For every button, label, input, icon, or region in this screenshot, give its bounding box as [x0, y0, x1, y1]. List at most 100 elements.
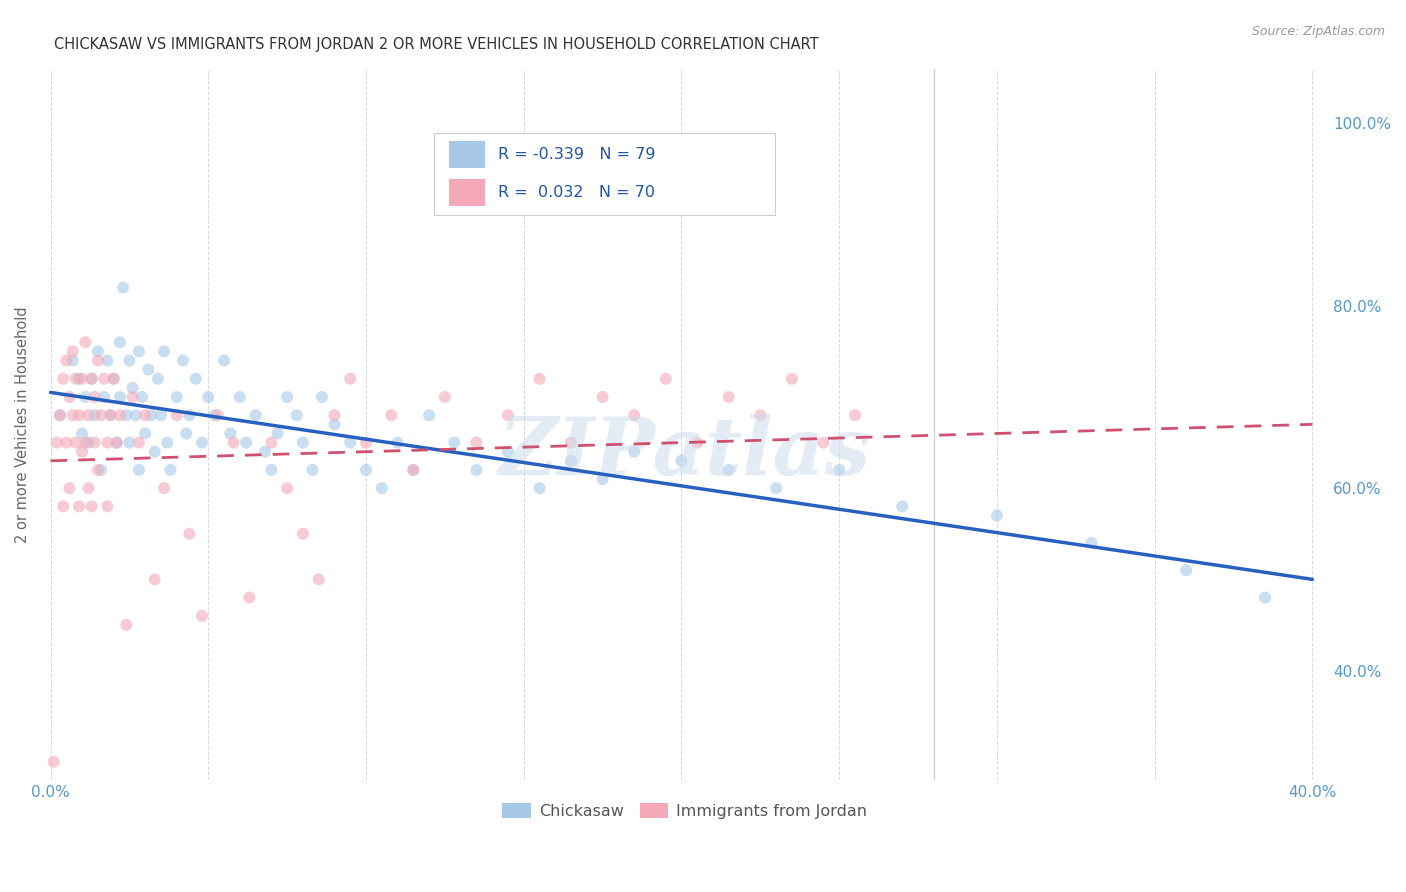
Text: ZIPatlas: ZIPatlas: [499, 414, 870, 491]
Point: [465, 463, 488, 477]
Point: [465, 435, 488, 450]
Point: [212, 353, 235, 368]
Point: [197, 390, 219, 404]
Point: [496, 444, 519, 458]
Point: [83, 435, 105, 450]
Point: [75, 435, 97, 450]
Point: [49, 409, 72, 423]
Point: [93, 372, 115, 386]
Point: [80, 500, 103, 514]
Point: [156, 435, 179, 450]
Point: [301, 463, 323, 477]
Point: [42, 755, 65, 769]
Point: [291, 526, 314, 541]
Point: [285, 409, 308, 423]
Point: [62, 353, 84, 368]
Point: [58, 481, 80, 495]
Point: [146, 372, 169, 386]
Point: [717, 463, 740, 477]
Point: [87, 344, 110, 359]
Point: [828, 463, 851, 477]
Point: [100, 409, 122, 423]
Point: [121, 381, 143, 395]
Point: [207, 409, 229, 423]
Point: [52, 500, 75, 514]
Point: [153, 481, 176, 495]
Point: [45, 435, 67, 450]
Point: [77, 409, 100, 423]
Point: [83, 409, 105, 423]
Point: [323, 417, 346, 432]
Point: [58, 390, 80, 404]
Point: [245, 409, 267, 423]
Point: [115, 409, 138, 423]
Point: [70, 426, 93, 441]
Point: [159, 463, 181, 477]
Point: [141, 409, 163, 423]
Point: [354, 463, 377, 477]
Point: [131, 390, 153, 404]
Point: [55, 353, 77, 368]
Point: [592, 472, 614, 486]
Point: [77, 435, 100, 450]
Point: [339, 435, 361, 450]
Point: [96, 353, 118, 368]
Point: [143, 444, 166, 458]
Point: [62, 344, 84, 359]
Point: [55, 435, 77, 450]
Point: [433, 390, 456, 404]
Point: [125, 409, 148, 423]
Point: [592, 390, 614, 404]
Point: [254, 444, 277, 458]
Point: [311, 390, 333, 404]
Text: CHICKASAW VS IMMIGRANTS FROM JORDAN 2 OR MORE VEHICLES IN HOUSEHOLD CORRELATION : CHICKASAW VS IMMIGRANTS FROM JORDAN 2 OR…: [53, 37, 818, 53]
Point: [291, 435, 314, 450]
Point: [166, 390, 188, 404]
Point: [90, 409, 112, 423]
Point: [80, 372, 103, 386]
Point: [75, 390, 97, 404]
Point: [67, 372, 90, 386]
Point: [179, 526, 201, 541]
Point: [443, 435, 465, 450]
Point: [77, 481, 100, 495]
Point: [105, 435, 128, 450]
Point: [529, 372, 551, 386]
Point: [813, 435, 835, 450]
Point: [260, 463, 283, 477]
Point: [128, 344, 150, 359]
Point: [52, 372, 75, 386]
Point: [623, 444, 645, 458]
Point: [67, 500, 90, 514]
Point: [153, 344, 176, 359]
Point: [166, 409, 188, 423]
Point: [134, 426, 156, 441]
Point: [238, 591, 260, 605]
Point: [90, 463, 112, 477]
Point: [686, 435, 709, 450]
Point: [235, 435, 257, 450]
Point: [222, 435, 245, 450]
Point: [191, 435, 214, 450]
Point: [529, 481, 551, 495]
Point: [112, 280, 135, 294]
Point: [986, 508, 1008, 523]
Point: [1080, 536, 1102, 550]
Text: R =  0.032   N = 70: R = 0.032 N = 70: [498, 185, 655, 200]
Point: [70, 372, 93, 386]
Point: [143, 573, 166, 587]
Point: [115, 618, 138, 632]
Point: [267, 426, 290, 441]
Point: [717, 390, 740, 404]
Point: [172, 353, 194, 368]
Point: [560, 435, 582, 450]
Point: [749, 409, 772, 423]
Bar: [449, 179, 485, 206]
Point: [103, 372, 125, 386]
Point: [103, 372, 125, 386]
Point: [118, 353, 141, 368]
Point: [75, 335, 97, 350]
Point: [118, 435, 141, 450]
Point: [49, 409, 72, 423]
Point: [765, 481, 787, 495]
